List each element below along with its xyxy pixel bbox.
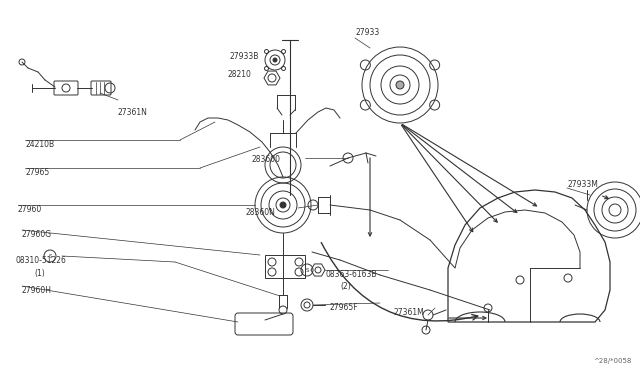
Text: 27933: 27933 — [355, 28, 380, 37]
Text: S: S — [305, 267, 308, 273]
Text: 27361N: 27361N — [118, 108, 148, 117]
Text: 27960G: 27960G — [22, 230, 52, 239]
Text: 27960: 27960 — [18, 205, 42, 214]
Text: 283600: 283600 — [252, 155, 281, 164]
Circle shape — [396, 81, 404, 89]
Text: 27965: 27965 — [25, 168, 49, 177]
Circle shape — [273, 58, 277, 62]
Text: ^28/*0058: ^28/*0058 — [594, 358, 632, 364]
Circle shape — [280, 202, 286, 208]
Text: (2): (2) — [340, 282, 351, 291]
Text: S: S — [48, 253, 52, 259]
Text: 27361M: 27361M — [393, 308, 424, 317]
Text: 27960H: 27960H — [22, 286, 52, 295]
Text: 24210B: 24210B — [25, 140, 54, 149]
Text: 28210: 28210 — [228, 70, 252, 79]
Text: 27933B: 27933B — [230, 52, 259, 61]
Text: 08310-51226: 08310-51226 — [16, 256, 67, 265]
Text: 28360N: 28360N — [245, 208, 275, 217]
Text: (1): (1) — [34, 269, 45, 278]
Text: 08363-6163B: 08363-6163B — [325, 270, 376, 279]
Text: 27933M: 27933M — [567, 180, 598, 189]
Text: 27965F: 27965F — [330, 303, 358, 312]
